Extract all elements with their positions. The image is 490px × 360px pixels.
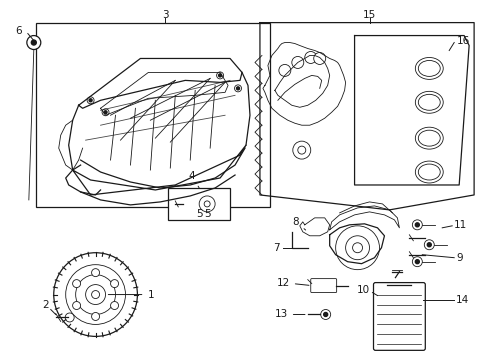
Text: 15: 15: [363, 10, 376, 20]
Bar: [36, 23, 270, 207]
Circle shape: [279, 64, 291, 76]
Circle shape: [87, 97, 94, 104]
Bar: [168, 188, 230, 220]
Text: 16: 16: [457, 36, 470, 46]
Circle shape: [199, 196, 215, 212]
Circle shape: [219, 74, 221, 77]
Circle shape: [293, 141, 311, 159]
Circle shape: [27, 36, 41, 50]
Text: 1: 1: [108, 289, 154, 300]
Circle shape: [104, 111, 107, 114]
Text: 10: 10: [356, 284, 369, 294]
Circle shape: [416, 223, 419, 227]
Text: 5: 5: [204, 209, 211, 219]
Text: 6: 6: [16, 26, 22, 36]
Circle shape: [324, 312, 328, 316]
Circle shape: [66, 265, 125, 324]
Text: 13: 13: [274, 310, 305, 319]
Circle shape: [92, 291, 99, 298]
Ellipse shape: [416, 58, 443, 80]
Ellipse shape: [416, 127, 443, 149]
Ellipse shape: [418, 94, 440, 110]
Circle shape: [321, 310, 331, 319]
Text: 14: 14: [456, 294, 469, 305]
Circle shape: [424, 240, 434, 250]
Circle shape: [416, 260, 419, 264]
Text: 3: 3: [162, 10, 169, 20]
Circle shape: [413, 220, 422, 230]
Circle shape: [31, 40, 36, 45]
Circle shape: [345, 236, 369, 260]
Circle shape: [73, 280, 80, 288]
Circle shape: [314, 53, 326, 64]
FancyBboxPatch shape: [311, 279, 337, 293]
Circle shape: [86, 285, 105, 305]
Circle shape: [102, 109, 109, 116]
Circle shape: [73, 302, 80, 310]
Circle shape: [54, 253, 137, 336]
Circle shape: [292, 57, 304, 68]
Text: 12: 12: [276, 278, 309, 288]
Circle shape: [298, 146, 306, 154]
Ellipse shape: [416, 161, 443, 183]
Circle shape: [237, 87, 240, 90]
Circle shape: [92, 269, 99, 276]
FancyBboxPatch shape: [373, 283, 425, 350]
Text: 8: 8: [293, 217, 306, 230]
Text: 5: 5: [196, 209, 202, 219]
Circle shape: [305, 51, 317, 63]
Circle shape: [427, 243, 431, 247]
Circle shape: [413, 257, 422, 267]
Text: 2: 2: [43, 300, 49, 310]
Circle shape: [75, 275, 116, 315]
Circle shape: [111, 302, 119, 310]
Text: 7: 7: [273, 243, 280, 253]
Text: 11: 11: [454, 220, 467, 230]
Circle shape: [65, 313, 74, 322]
Ellipse shape: [418, 164, 440, 180]
Text: 9: 9: [456, 253, 463, 263]
Circle shape: [336, 226, 379, 270]
Text: 4: 4: [189, 171, 199, 188]
Circle shape: [235, 85, 242, 92]
Ellipse shape: [418, 130, 440, 146]
Circle shape: [353, 243, 363, 253]
Circle shape: [217, 72, 223, 79]
Circle shape: [204, 201, 210, 207]
Ellipse shape: [416, 91, 443, 113]
Circle shape: [92, 312, 99, 320]
Circle shape: [111, 280, 119, 288]
Ellipse shape: [418, 60, 440, 76]
Circle shape: [89, 99, 92, 102]
